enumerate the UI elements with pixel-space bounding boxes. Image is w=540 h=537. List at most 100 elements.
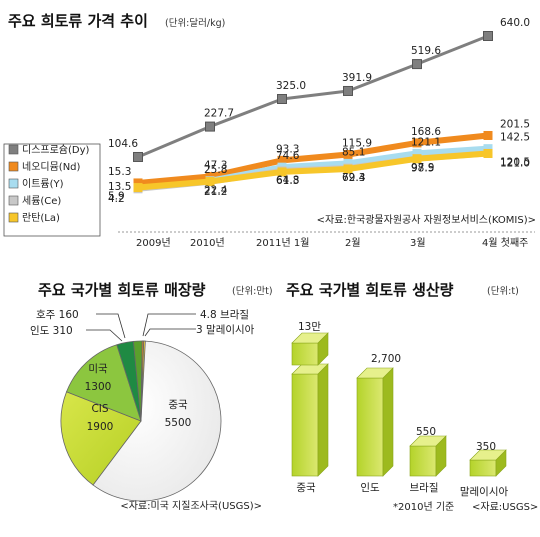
legend-swatch-세륨 bbox=[8, 195, 19, 206]
pie-value-브라질: 4.8 bbox=[200, 309, 220, 321]
extra-value-label: 13.5 bbox=[108, 181, 131, 193]
bar-brazil-top bbox=[409, 435, 447, 447]
pie-name-브라질: 브라질 bbox=[220, 309, 249, 321]
x-tick-3: 2월 bbox=[345, 237, 361, 249]
marker-란탄-2 bbox=[277, 167, 287, 177]
bar-value-1: 2,700 bbox=[371, 353, 401, 365]
production-note: *2010년 기준 bbox=[393, 501, 454, 513]
reserves-pie-labels: 중국 5500 CIS 1900 미국 1300 인도 310 호주 160 4.8 브라질 3 … bbox=[30, 309, 255, 433]
legend-swatch-란탄 bbox=[8, 212, 19, 223]
reserves-title: 주요 국가별 희토류 매장량 bbox=[38, 281, 206, 299]
label-란탄-0: 5.9 bbox=[108, 191, 125, 203]
bar-india-side bbox=[382, 367, 394, 477]
leader-india bbox=[86, 329, 123, 342]
line-디스프로슘 bbox=[137, 34, 489, 159]
leader-malaysia bbox=[144, 328, 196, 337]
marker-네오디뮴-3 bbox=[343, 150, 353, 160]
label-네오디뮴-4: 168.6 bbox=[411, 126, 441, 138]
price-markers bbox=[133, 31, 493, 194]
price-x-ticks: 2009년 2010년 2011년 1월 2월 3월 4월 첫째주 bbox=[136, 237, 528, 249]
line-란탄 bbox=[137, 150, 489, 191]
label-란탄-5: 120.5 bbox=[500, 156, 530, 168]
bar-india-front bbox=[356, 377, 384, 477]
bar-india-top bbox=[356, 367, 394, 379]
reserves-pie bbox=[60, 340, 222, 502]
pie-label-중국: 중국 bbox=[168, 399, 188, 411]
label-란탄-4: 97.9 bbox=[411, 162, 434, 174]
marker-란탄-0 bbox=[133, 183, 143, 193]
legend-label-디스프로슘: 디스프로슘(Dy) bbox=[22, 144, 90, 156]
legend-swatch-네오디뮴 bbox=[8, 161, 19, 172]
label-디스프로슘-4: 519.6 bbox=[411, 45, 441, 57]
reserves-unit: (단위:만t) bbox=[232, 285, 273, 297]
pie-value-cis: 1900 bbox=[87, 421, 114, 433]
label-네오디뮴-2: 93.3 bbox=[276, 143, 299, 155]
label-디스프로슘-3: 391.9 bbox=[342, 72, 372, 84]
label-네오디뮴-3: 115.9 bbox=[342, 138, 372, 150]
pie-name-인도: 인도 bbox=[30, 325, 53, 337]
label-네오디뮴-0: 15.3 bbox=[108, 166, 131, 178]
pie-value-말레이시아: 3 bbox=[196, 324, 206, 336]
x-tick-0: 2009년 bbox=[136, 237, 171, 249]
legend-label-네오디뮴: 네오디뮴(Nd) bbox=[22, 161, 81, 173]
legend-items: 디스프로슘(Dy) 네오디뮴(Nd) 이트륨(Y) 세륨(Ce) 란탄(La) bbox=[8, 144, 90, 224]
price-chart-title: 주요 희토류 가격 추이 bbox=[8, 12, 148, 30]
bar-value-3: 350 bbox=[476, 441, 496, 453]
bar-china-cap bbox=[291, 332, 329, 366]
label-세륨-2: 64.8 bbox=[276, 175, 299, 187]
label-란탄-2: 61.3 bbox=[276, 175, 299, 187]
bar-china-base-top bbox=[291, 363, 329, 375]
bar-china-base-side bbox=[317, 363, 329, 477]
production-source: <자료:USGS> bbox=[472, 501, 538, 513]
leader-australia bbox=[96, 313, 126, 339]
label-세륨-0: 4.2 bbox=[108, 193, 125, 205]
label-이트륨-3: 85.1 bbox=[342, 146, 365, 158]
label-이트륨-2: 74.6 bbox=[276, 150, 300, 162]
label-란탄-1: 22.4 bbox=[204, 185, 228, 197]
bar-category-1: 인도 bbox=[360, 482, 380, 494]
pie-value-미국: 1300 bbox=[85, 381, 112, 393]
marker-디스프로슘-5 bbox=[483, 31, 493, 41]
legend-label-란탄: 란탄(La) bbox=[22, 212, 60, 224]
price-value-labels: 104.6 227.7 325.0 391.9 519.6 640.0 15.3 47.3 93… bbox=[108, 17, 530, 205]
marker-네오디뮴-4 bbox=[412, 138, 422, 148]
label-란탄-3: 69.4 bbox=[342, 172, 366, 184]
bar-category-3: 말레이시아 bbox=[460, 486, 509, 498]
label-디스프로슘-5: 640.0 bbox=[500, 17, 530, 29]
label-디스프로슘-1: 227.7 bbox=[204, 108, 234, 120]
marker-네오디뮴-5 bbox=[483, 130, 493, 140]
pie-label-브라질: 4.8 브라질 bbox=[200, 309, 249, 321]
bar-malaysia bbox=[469, 449, 507, 477]
leader-brazil bbox=[142, 313, 196, 337]
marker-란탄-3 bbox=[343, 164, 353, 174]
pie-label-미국: 미국 bbox=[88, 363, 108, 375]
label-디스프로슘-2: 325.0 bbox=[276, 80, 306, 92]
legend-frame bbox=[3, 143, 101, 237]
bar-category-0: 중국 bbox=[296, 482, 316, 494]
production-title: 주요 국가별 희토류 생산량 bbox=[286, 281, 454, 299]
bar-brazil-front bbox=[409, 445, 437, 477]
price-lines bbox=[137, 34, 489, 192]
legend-label-이트륨: 이트륨(Y) bbox=[22, 178, 64, 190]
bar-malaysia-front bbox=[469, 459, 497, 477]
x-tick-5: 4월 첫째주 bbox=[482, 237, 528, 249]
marker-란탄-4 bbox=[412, 154, 422, 164]
marker-디스프로슘-1 bbox=[205, 121, 215, 132]
pie-name-말레이시아: 말레이시아 bbox=[206, 324, 255, 336]
x-tick-1: 2010년 bbox=[190, 237, 225, 249]
marker-란탄-5 bbox=[483, 148, 493, 158]
legend-label-세륨: 세륨(Ce) bbox=[22, 195, 61, 207]
pie-label-말레이시아: 3 말레이시아 bbox=[196, 324, 255, 336]
bar-category-2: 브라질 bbox=[410, 482, 439, 494]
label-세륨-1: 21.2 bbox=[204, 186, 227, 198]
marker-디스프로슘-0 bbox=[133, 151, 143, 162]
label-네오디뮴-1: 47.3 bbox=[204, 160, 227, 172]
pie-slice-cis bbox=[60, 391, 142, 486]
bar-china-base-front bbox=[291, 373, 319, 477]
label-세륨-4: 98.5 bbox=[411, 163, 434, 175]
pie-name-호주: 호주 bbox=[36, 309, 59, 321]
pie-slice-중국 bbox=[92, 340, 222, 502]
pie-label-cis: CIS bbox=[91, 403, 108, 415]
